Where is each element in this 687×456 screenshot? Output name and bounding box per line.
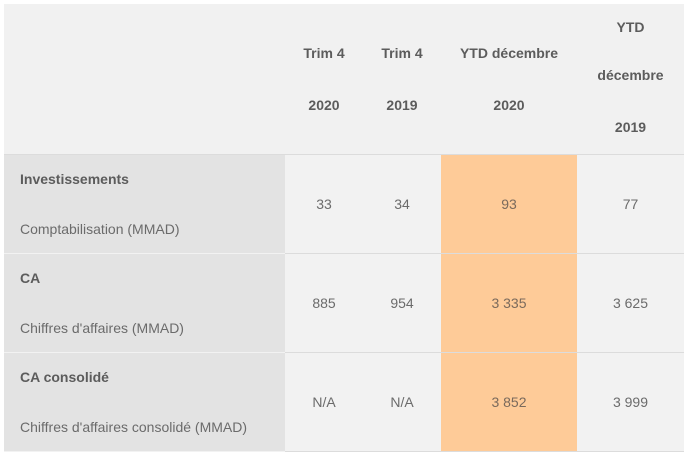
value-cell-highlighted: 3 852 (441, 352, 577, 452)
row-title: CA (20, 270, 41, 286)
row-label-cell: CA Chiffres d'affaires (MMAD) (4, 253, 285, 353)
value-cell: 3 999 (577, 352, 684, 452)
row-subtitle: Comptabilisation (MMAD) (20, 221, 180, 237)
value-cell: N/A (363, 352, 441, 452)
header-ytd-2020: YTD décembre 2020 (441, 4, 577, 155)
row-subtitle: Chiffres d'affaires (MMAD) (20, 320, 184, 336)
header-corner-cell (4, 4, 285, 155)
row-label-cell: CA consolidé Chiffres d'affaires consoli… (4, 352, 285, 452)
header-col1-line1: Trim 4 (303, 45, 345, 61)
header-trim4-2020: Trim 4 2020 (285, 4, 363, 155)
value-cell: 3 625 (577, 253, 684, 353)
header-col3-line1: YTD décembre (459, 45, 559, 61)
header-ytd-2019: YTD décembre 2019 (577, 4, 684, 155)
row-label-cell: Investissements Comptabilisation (MMAD) (4, 154, 285, 254)
table-header-row: Trim 4 2020 Trim 4 2019 YTD décembre 202… (4, 4, 684, 155)
table-row-investissements: Investissements Comptabilisation (MMAD) … (4, 154, 684, 254)
header-trim4-2019: Trim 4 2019 (363, 4, 441, 155)
value-cell: 954 (363, 253, 441, 353)
header-col2-line2: 2019 (386, 97, 418, 113)
row-subtitle: Chiffres d'affaires consolidé (MMAD) (20, 419, 248, 435)
value-cell: 34 (363, 154, 441, 254)
table-row-ca: CA Chiffres d'affaires (MMAD) 885 954 3 … (4, 253, 684, 353)
header-col4-line3: 2019 (614, 119, 647, 135)
value-cell: N/A (285, 352, 363, 452)
row-title: CA consolidé (20, 369, 109, 385)
table-row-ca-consolide: CA consolidé Chiffres d'affaires consoli… (4, 352, 684, 452)
header-col4-line2: décembre (597, 67, 664, 83)
financial-results-table: Trim 4 2020 Trim 4 2019 YTD décembre 202… (4, 4, 684, 452)
value-cell: 33 (285, 154, 363, 254)
header-col2-line1: Trim 4 (381, 45, 423, 61)
header-col3-line2: 2020 (493, 97, 525, 113)
row-title: Investissements (20, 171, 129, 187)
value-cell: 885 (285, 253, 363, 353)
header-col1-line2: 2020 (308, 97, 340, 113)
value-cell-highlighted: 3 335 (441, 253, 577, 353)
header-col4-line1: YTD (616, 19, 645, 35)
results-table-container: Trim 4 2020 Trim 4 2019 YTD décembre 202… (4, 4, 684, 452)
value-cell: 77 (577, 154, 684, 254)
value-cell-highlighted: 93 (441, 154, 577, 254)
